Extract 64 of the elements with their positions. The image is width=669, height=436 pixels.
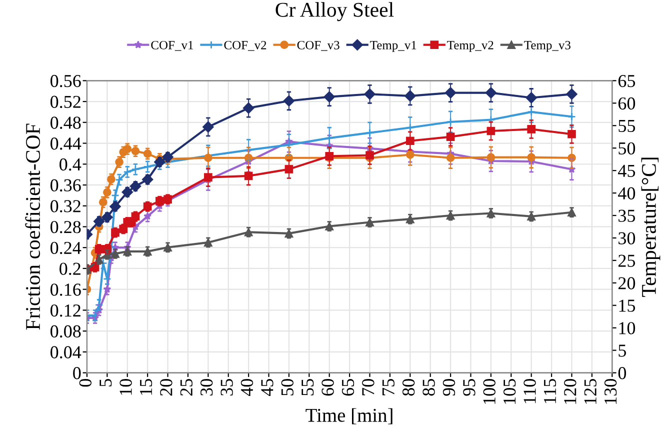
y2-tick-label: 55	[618, 120, 636, 132]
y-tick-label: 0.12	[50, 304, 80, 317]
y-tick-label: 0.4	[60, 158, 82, 171]
y-tick-label: 0.08	[50, 325, 81, 338]
x-tick-label: 35	[220, 379, 233, 396]
x-tick-label: 5	[100, 379, 112, 386]
x-tick-label: 90	[442, 379, 456, 396]
x-tick-label: 25	[180, 379, 192, 396]
y-tick-label: 0.28	[50, 220, 81, 234]
y2-tick-label: 5	[618, 344, 626, 357]
x-tick-label: 50	[281, 379, 294, 396]
x-tick-label: 45	[261, 379, 274, 396]
x-axis-title: Time [min]	[306, 408, 392, 424]
x-tick-label: 115	[544, 379, 556, 404]
legend-label: COF_v1	[151, 40, 193, 51]
x-tick-label: 0	[79, 379, 92, 387]
y-tick-label: 0.32	[50, 200, 80, 212]
x-tick-label: 110	[524, 379, 536, 404]
x-tick-label: 55	[302, 379, 314, 396]
x-tick-label: 65	[342, 379, 354, 396]
y-tick-label: 0.16	[50, 284, 81, 296]
y-tick-label: 0.2	[60, 262, 80, 275]
y-axis-title: Friction coefficient-COF	[25, 124, 40, 330]
x-tick-label: 70	[362, 379, 374, 396]
y2-tick-label: 45	[618, 164, 636, 177]
y2-tick-label: 60	[618, 97, 636, 110]
y2-tick-label: 50	[618, 142, 636, 155]
x-tick-label: 95	[463, 379, 476, 396]
x-tick-label: 120	[564, 379, 576, 404]
legend-label: Temp_v1	[370, 40, 416, 52]
y2-tick-label: 15	[619, 300, 636, 312]
x-tick-label: 40	[240, 379, 254, 396]
legend-label: COF_v2	[224, 40, 266, 51]
legend-label: Temp_v2	[447, 40, 494, 52]
x-tick-label: 75	[382, 379, 394, 396]
y-tick-label: 0.48	[50, 116, 81, 129]
y2-tick-label: 65	[618, 74, 636, 88]
y2-tick-label: 25	[618, 254, 636, 267]
x-tick-label: 100	[483, 379, 496, 404]
y-tick-label: 0.44	[50, 138, 82, 150]
y-tick-label: 0.04	[50, 346, 82, 358]
y2-tick-label: 30	[618, 232, 636, 244]
chart-title: Cr Alloy Steel	[276, 2, 394, 22]
x-tick-label: 85	[422, 379, 435, 396]
y2-tick-label: 35	[618, 210, 636, 222]
legend-label: Temp_v3	[524, 40, 570, 52]
x-tick-label: 130	[604, 379, 617, 404]
x-tick-label: 80	[402, 379, 415, 396]
x-tick-label: 10	[120, 379, 132, 395]
y2-tick-label: 40	[618, 187, 636, 200]
y-tick-label: 0.36	[50, 179, 81, 192]
x-tick-label: 20	[160, 379, 172, 396]
x-tick-label: 30	[200, 379, 213, 396]
y-tick-label: 0.24	[50, 242, 82, 254]
y-tick-label: 0.52	[50, 96, 80, 108]
x-tick-label: 60	[322, 379, 334, 396]
x-tick-label: 15	[140, 379, 152, 395]
y2-axis-title: Temperature[°C]	[641, 158, 660, 297]
x-tick-label: 105	[503, 379, 516, 404]
y2-tick-label: 20	[618, 277, 636, 290]
legend-label: COF_v3	[297, 40, 340, 51]
y2-tick-label: 10	[619, 322, 636, 334]
x-tick-label: 125	[584, 379, 596, 404]
y-tick-label: 0.56	[50, 74, 81, 88]
